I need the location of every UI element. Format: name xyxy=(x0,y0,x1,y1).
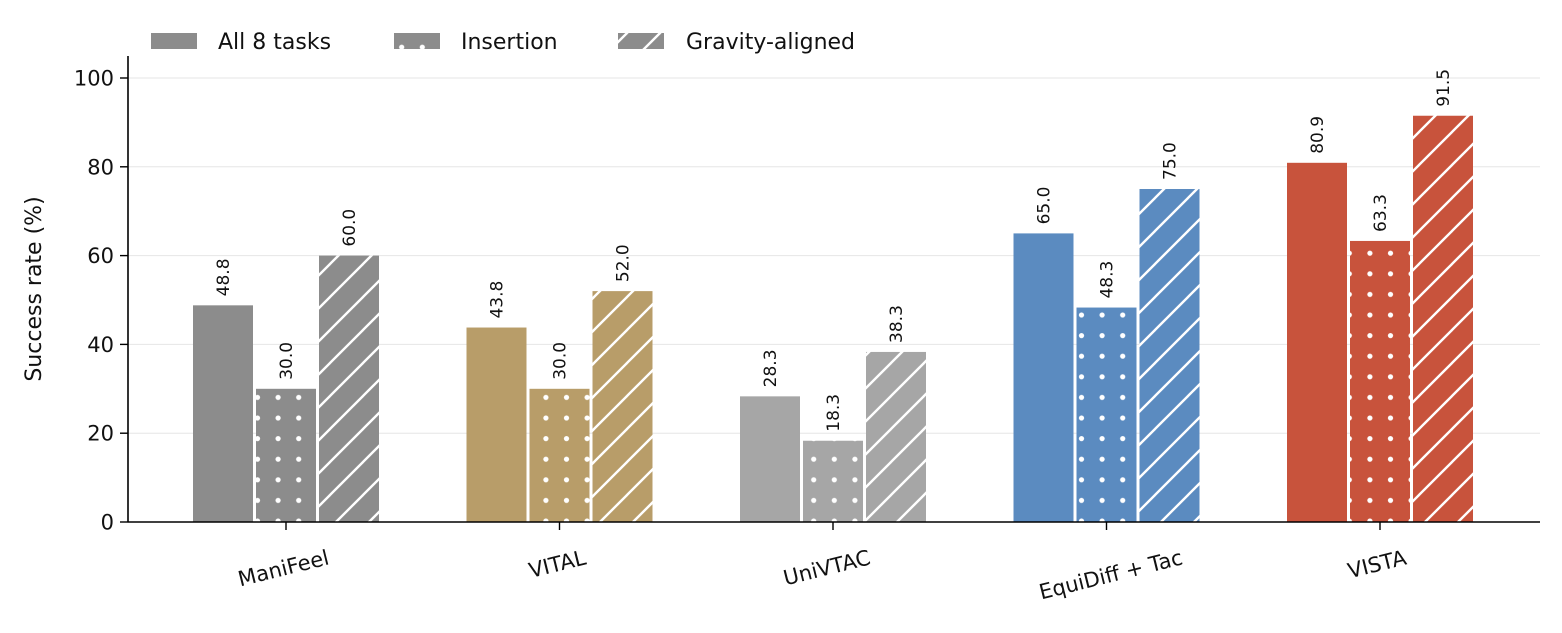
bar-value-label: 43.8 xyxy=(488,281,508,319)
x-tick-label: VITAL xyxy=(526,545,588,582)
bar-value-label: 30.0 xyxy=(277,342,297,380)
x-tick-label: ManiFeel xyxy=(236,546,332,592)
bar xyxy=(529,388,590,522)
y-tick-label: 0 xyxy=(101,511,114,535)
y-tick-label: 80 xyxy=(87,155,114,179)
bar-value-label: 48.3 xyxy=(1098,261,1118,299)
bar xyxy=(740,396,800,522)
bar xyxy=(1076,307,1137,522)
bar xyxy=(1287,162,1347,522)
bar xyxy=(1413,115,1473,523)
bar xyxy=(803,440,863,522)
legend: All 8 tasks Insertion Gravity-aligned xyxy=(151,30,855,55)
bar xyxy=(1013,233,1074,522)
bar-value-label: 28.3 xyxy=(761,349,781,387)
bar-value-label: 80.9 xyxy=(1308,116,1328,154)
x-tick-label: VISTA xyxy=(1345,545,1409,583)
bar xyxy=(592,291,653,522)
legend-label: All 8 tasks xyxy=(218,30,331,55)
bar xyxy=(1139,189,1200,522)
y-axis-title: Success rate (%) xyxy=(22,196,47,381)
legend-swatch xyxy=(151,33,197,49)
bar-value-label: 63.3 xyxy=(1371,194,1391,232)
bars xyxy=(193,115,1473,523)
y-tick-label: 40 xyxy=(87,333,114,357)
x-tick-label: UniVTAC xyxy=(781,546,873,591)
bar-value-label: 30.0 xyxy=(551,342,571,380)
legend-swatch xyxy=(618,33,664,49)
bar-value-label: 18.3 xyxy=(824,394,844,432)
bar-value-label: 48.8 xyxy=(214,258,234,296)
bar-value-label: 60.0 xyxy=(340,209,360,247)
bar xyxy=(256,388,316,522)
bar xyxy=(319,255,379,522)
x-tick-label: EquiDiff + Tac xyxy=(1037,546,1185,605)
bar-value-label: 38.3 xyxy=(887,305,907,343)
y-tick-label: 20 xyxy=(87,422,114,446)
bar-value-label: 65.0 xyxy=(1035,187,1055,225)
axes xyxy=(127,56,1540,523)
bar-value-label: 75.0 xyxy=(1161,142,1181,180)
x-ticks: ManiFeel VITAL UniVTAC EquiDiff + Tac VISTA xyxy=(236,522,1409,605)
bar xyxy=(193,305,253,522)
legend-swatch xyxy=(394,33,440,49)
bar xyxy=(466,327,527,522)
bar xyxy=(1350,240,1410,522)
legend-label: Insertion xyxy=(461,30,558,55)
legend-label: Gravity-aligned xyxy=(686,30,855,55)
bar xyxy=(866,351,926,522)
y-ticks: 0 20 40 60 80 100 xyxy=(74,67,128,535)
bar-value-label: 52.0 xyxy=(614,244,634,282)
y-tick-label: 100 xyxy=(74,67,114,91)
bar-value-label: 91.5 xyxy=(1434,69,1454,107)
value-labels: 48.8 30.0 60.0 43.8 30.0 52.0 28.3 18.3 38.3 65.0… xyxy=(214,69,1454,432)
y-tick-label: 60 xyxy=(87,244,114,268)
